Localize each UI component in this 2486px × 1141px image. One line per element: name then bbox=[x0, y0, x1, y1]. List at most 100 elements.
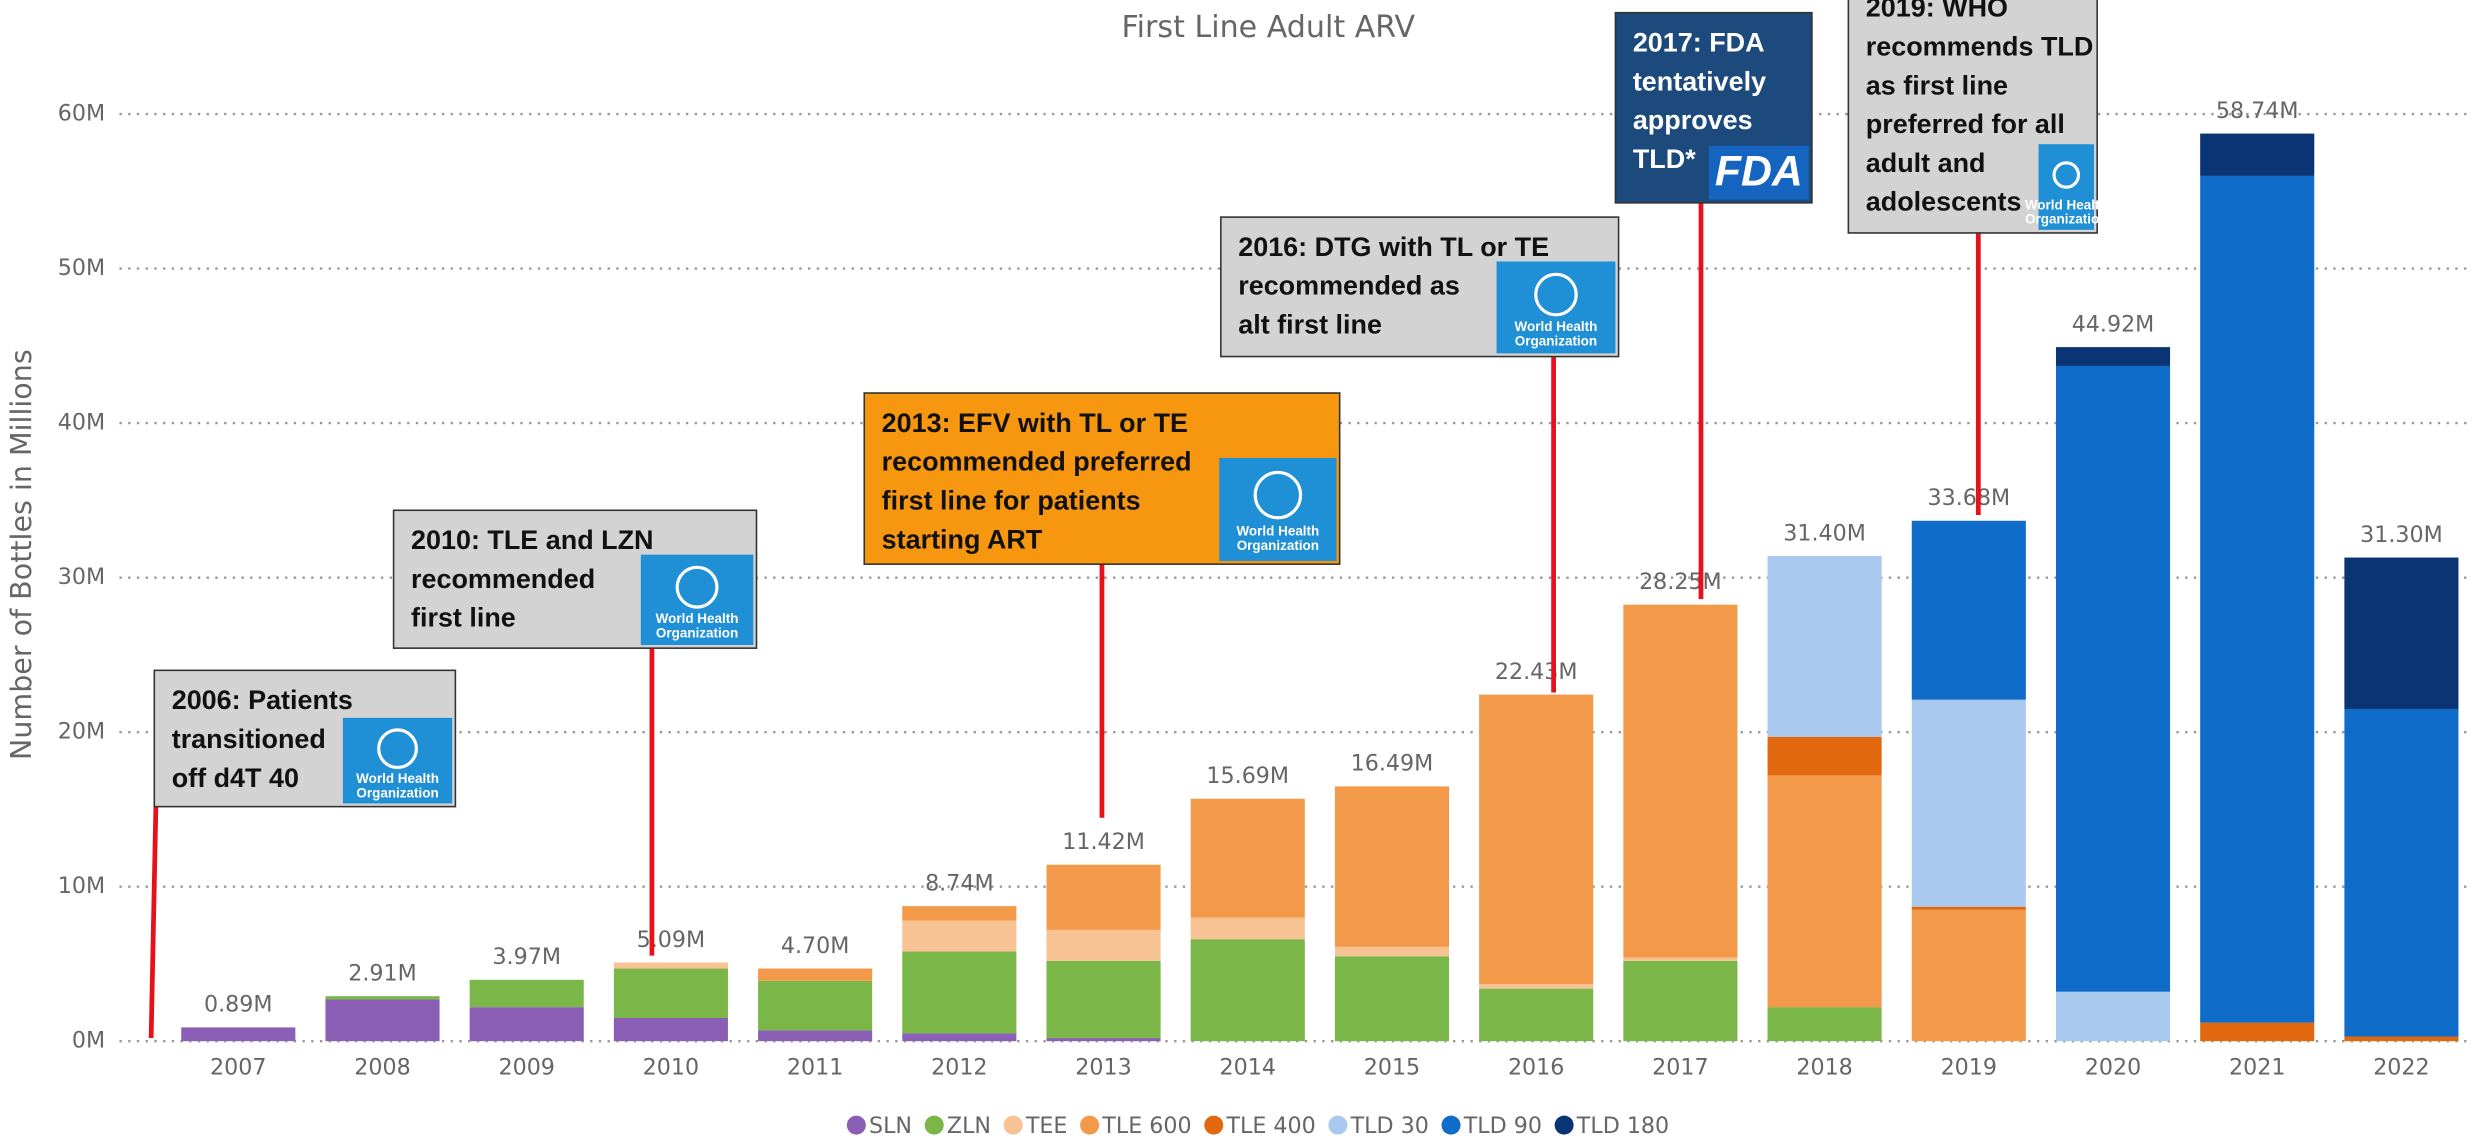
bar-segment bbox=[758, 1030, 873, 1042]
x-tick-label: 2011 bbox=[787, 1055, 843, 1081]
logo-text: Organization bbox=[1237, 538, 1319, 553]
bar-segment bbox=[902, 951, 1017, 1034]
total-label: 2.91M bbox=[348, 961, 417, 987]
x-tick-label: 2013 bbox=[1075, 1055, 1131, 1081]
total-label: 28.25M bbox=[1639, 569, 1722, 595]
logo-text: FDA bbox=[1715, 148, 1803, 196]
logo bbox=[1708, 145, 1809, 200]
logo-emblem bbox=[1253, 470, 1303, 520]
y-tick-label: 40M bbox=[58, 410, 105, 436]
x-tick-label: 2008 bbox=[354, 1055, 410, 1081]
bar-segment bbox=[2200, 175, 2315, 1023]
y-tick-label: 0M bbox=[72, 1028, 105, 1054]
bar-segment bbox=[2055, 991, 2171, 1042]
legend-swatch bbox=[1204, 1115, 1224, 1135]
total-label: 44.92M bbox=[2072, 311, 2155, 337]
y-axis-label: Number of Bottles in Millions bbox=[5, 349, 38, 760]
logo-emblem bbox=[2052, 161, 2081, 189]
legend-label: TLE 600 bbox=[1101, 1113, 1191, 1139]
annotation-text: preferred for all bbox=[1866, 109, 2065, 139]
bar-segment bbox=[1767, 555, 1882, 737]
x-tick-label: 2022 bbox=[2373, 1055, 2429, 1081]
bar-segment bbox=[325, 999, 440, 1042]
total-label: 22.43M bbox=[1495, 659, 1578, 685]
annotation-text: first line for patients bbox=[882, 485, 1141, 515]
logo bbox=[342, 717, 453, 804]
x-tick-label: 2010 bbox=[643, 1055, 699, 1081]
annotation-text: 2010: TLE and LZN bbox=[411, 525, 653, 555]
bar-segment bbox=[181, 1027, 296, 1042]
x-tick-label: 2020 bbox=[2085, 1055, 2141, 1081]
logo bbox=[1496, 261, 1616, 354]
total-label: 58.74M bbox=[2216, 98, 2299, 124]
total-label: 0.89M bbox=[204, 992, 273, 1018]
bar-segment bbox=[2200, 1022, 2315, 1042]
bar-segment bbox=[902, 1033, 1017, 1042]
legend-label: TLD 90 bbox=[1463, 1113, 1542, 1139]
bar-segment bbox=[1046, 1038, 1161, 1042]
total-label: 5.09M bbox=[637, 927, 706, 953]
annotation-text: tentatively bbox=[1633, 66, 1766, 96]
bar-segment bbox=[1190, 917, 1305, 940]
bar-segment bbox=[613, 962, 728, 969]
x-tick-label: 2007 bbox=[210, 1055, 266, 1081]
annotation-text: recommended as bbox=[1238, 271, 1460, 301]
logo-text: World Health bbox=[1515, 319, 1598, 334]
bar-segment bbox=[902, 920, 1017, 952]
y-tick-label: 50M bbox=[58, 255, 105, 281]
annotation-text: 2013: EFV with TL or TE bbox=[882, 408, 1188, 438]
x-tick-label: 2014 bbox=[1220, 1055, 1276, 1081]
chart-title: First Line Adult ARV bbox=[1122, 10, 1416, 45]
logo-text: Organization bbox=[656, 626, 738, 641]
bar-segment bbox=[1334, 946, 1450, 957]
logo-text: Organization bbox=[356, 785, 438, 800]
annotation-text: 2006: Patients bbox=[172, 685, 353, 715]
legend-label: TLD 30 bbox=[1350, 1113, 1429, 1139]
bar-segment bbox=[758, 980, 873, 1031]
legend-label: TLE 400 bbox=[1225, 1113, 1315, 1139]
bar-segment bbox=[2055, 365, 2171, 992]
bar-segment bbox=[1911, 520, 2026, 700]
total-label: 33.68M bbox=[1927, 485, 2010, 511]
logo bbox=[640, 554, 754, 645]
bar-segment bbox=[1767, 736, 1882, 776]
legend-swatch bbox=[1003, 1115, 1023, 1135]
bar-segment bbox=[2055, 347, 2171, 366]
annotation-text: TLD* bbox=[1633, 144, 1696, 174]
bar-segment bbox=[1479, 694, 1594, 984]
annotation-text: 2017: FDA bbox=[1633, 27, 1765, 57]
bar-segment bbox=[902, 906, 1017, 921]
annotation-text: off d4T 40 bbox=[172, 763, 299, 793]
bar-segment bbox=[1767, 1007, 1882, 1042]
total-label: 11.42M bbox=[1062, 829, 1145, 855]
bar-segment bbox=[1046, 960, 1161, 1039]
bar-segment bbox=[1623, 604, 1738, 958]
legend-swatch bbox=[1554, 1115, 1574, 1135]
logo-text: World Health bbox=[2025, 197, 2108, 212]
total-label: 31.30M bbox=[2360, 522, 2443, 548]
bar-segment bbox=[613, 968, 728, 1018]
legend-swatch bbox=[1441, 1115, 1461, 1135]
x-tick-label: 2009 bbox=[498, 1055, 554, 1081]
annotation-text: alt first line bbox=[1238, 310, 1382, 340]
bar-segment bbox=[2344, 557, 2459, 709]
bar-segment bbox=[1623, 960, 1738, 1042]
total-label: 15.69M bbox=[1206, 763, 1289, 789]
bar-segment bbox=[1334, 956, 1450, 1042]
bar-segment bbox=[1767, 775, 1882, 1008]
x-tick-label: 2018 bbox=[1796, 1055, 1852, 1081]
x-tick-label: 2019 bbox=[1941, 1055, 1997, 1081]
x-tick-label: 2017 bbox=[1652, 1055, 1708, 1081]
x-tick-label: 2016 bbox=[1508, 1055, 1564, 1081]
bar-segment bbox=[758, 968, 873, 981]
logo-text: World Health bbox=[1236, 524, 1319, 539]
logo-text: World Health bbox=[656, 611, 739, 626]
bar-segment bbox=[1046, 929, 1161, 961]
bar-segment bbox=[325, 996, 440, 1000]
legend-label: SLN bbox=[869, 1113, 912, 1139]
